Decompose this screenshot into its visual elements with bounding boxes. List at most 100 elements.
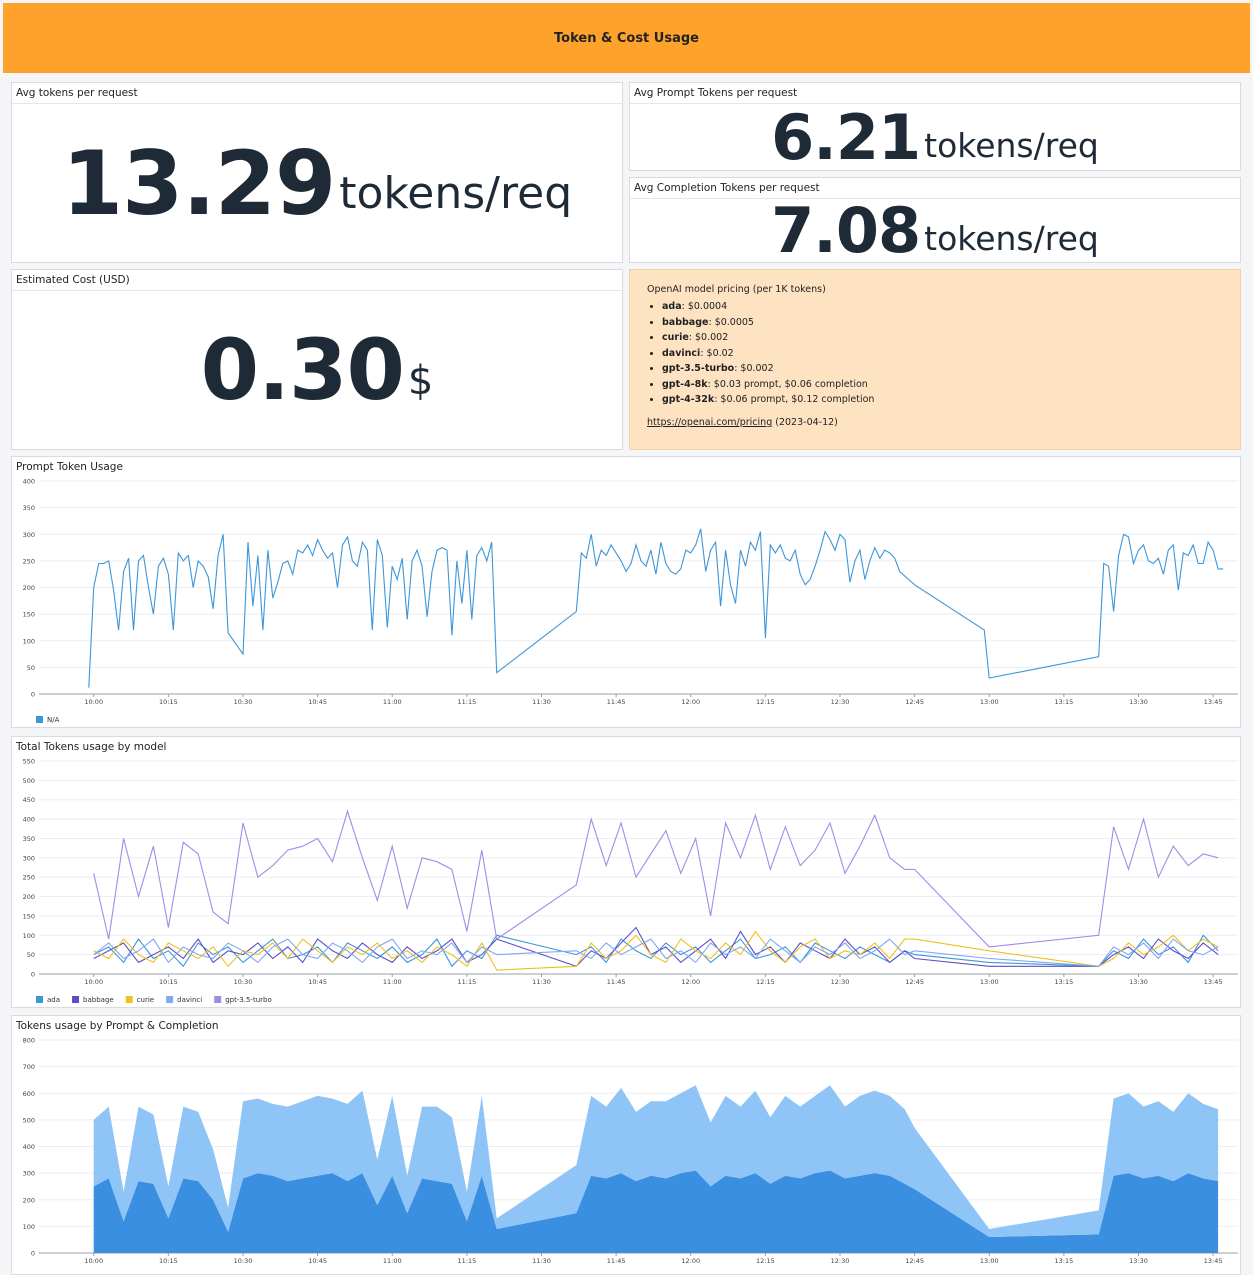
stat-unit: $ [407, 358, 434, 404]
price-item: gpt-4-8k: $0.03 prompt, $0.06 completion [662, 379, 1240, 390]
price-item: ada: $0.0004 [662, 301, 1240, 312]
price-item: curie: $0.002 [662, 332, 1240, 343]
y-tick-label: 500 [23, 1116, 35, 1124]
x-tick-label: 12:45 [905, 698, 924, 706]
x-tick-label: 11:00 [383, 1257, 402, 1265]
x-tick-label: 13:45 [1204, 698, 1223, 706]
stat-value: 7.08 [771, 194, 921, 267]
legend-label: davinci [177, 996, 202, 1004]
chart-panel: Total Tokens usage by model 0 50 100 150 200 2… [11, 736, 1241, 1008]
x-tick-label: 10:45 [308, 698, 327, 706]
price-item: gpt-4-32k: $0.06 prompt, $0.12 completio… [662, 394, 1240, 405]
x-tick-label: 12:30 [831, 698, 850, 706]
x-tick-label: 13:15 [1055, 978, 1074, 986]
x-tick-label: 11:00 [383, 978, 402, 986]
series-area [93, 1170, 1219, 1253]
price-item: babbage: $0.0005 [662, 317, 1240, 328]
price-item: gpt-3.5-turbo: $0.002 [662, 363, 1240, 374]
x-tick-label: 13:30 [1129, 978, 1148, 986]
x-tick-label: 12:00 [681, 978, 700, 986]
x-tick-label: 11:45 [607, 1257, 626, 1265]
y-tick-label: 0 [31, 1250, 35, 1258]
y-tick-label: 0 [31, 971, 35, 979]
legend-swatch [36, 996, 43, 1003]
x-tick-label: 11:30 [532, 1257, 551, 1265]
y-tick-label: 350 [23, 835, 35, 843]
x-tick-label: 11:30 [532, 978, 551, 986]
legend-label: N/A [47, 716, 60, 724]
series-line [93, 926, 1219, 967]
stat-panel: Avg tokens per request 13.29 tokens/req [11, 82, 623, 263]
panel-title: Estimated Cost (USD) [16, 274, 130, 286]
x-tick-label: 12:45 [905, 978, 924, 986]
panel-title: Avg Completion Tokens per request [634, 182, 820, 194]
x-tick-label: 10:30 [234, 978, 253, 986]
chart: 0 100 200 300 400 500 600 700 800 10:00 10:15 10:30… [23, 1037, 1238, 1265]
y-tick-label: 100 [23, 637, 35, 645]
chart-title: Total Tokens usage by model [16, 741, 167, 753]
x-tick-label: 13:30 [1129, 698, 1148, 706]
series-line [88, 528, 1224, 688]
note-heading: OpenAI model pricing (per 1K tokens) [647, 284, 826, 295]
x-tick-label: 10:30 [234, 698, 253, 706]
x-tick-label: 13:45 [1204, 978, 1223, 986]
stat-panel: Estimated Cost (USD) 0.30 $ [11, 269, 623, 450]
x-tick-label: 10:30 [234, 1257, 253, 1265]
legend-label: ada [47, 996, 60, 1004]
y-tick-label: 450 [23, 796, 35, 804]
x-tick-label: 11:45 [607, 698, 626, 706]
chart-panel: Tokens usage by Prompt & Completion 0 100 2… [11, 1015, 1241, 1275]
x-tick-label: 13:00 [980, 1257, 999, 1265]
model: davinci [662, 347, 701, 359]
chart-title: Tokens usage by Prompt & Completion [16, 1020, 219, 1032]
series-line [93, 809, 1219, 948]
x-tick-label: 13:15 [1055, 698, 1074, 706]
panel-title: Avg tokens per request [16, 87, 138, 99]
x-tick-label: 11:15 [457, 1257, 476, 1265]
y-tick-label: 400 [23, 816, 35, 824]
x-tick-label: 12:00 [681, 698, 700, 706]
legend-swatch [166, 996, 174, 1003]
chart: 0 50 100 150 200 250 300 350 400 450 500 550 10:00 10… [23, 758, 1238, 1004]
y-tick-label: 150 [23, 611, 35, 619]
stat-unit: tokens/req [924, 125, 1099, 165]
y-tick-label: 250 [23, 557, 35, 565]
x-tick-label: 10:15 [159, 1257, 178, 1265]
x-tick-label: 10:15 [159, 698, 178, 706]
price: : $0.002 [734, 363, 774, 374]
x-tick-label: 12:15 [756, 1257, 775, 1265]
price: : $0.0005 [708, 316, 754, 328]
y-tick-label: 0 [31, 691, 35, 699]
y-tick-label: 400 [23, 478, 35, 486]
series-area [93, 1085, 1219, 1237]
x-tick-label: 11:00 [383, 698, 402, 706]
y-tick-label: 600 [23, 1090, 35, 1098]
x-tick-label: 10:45 [308, 978, 327, 986]
stat-panel: Avg Prompt Tokens per request 6.21 tokens… [629, 82, 1241, 174]
y-tick-label: 300 [23, 1170, 35, 1178]
legend-label: gpt-3.5-turbo [225, 996, 272, 1004]
legend-label: babbage [83, 996, 114, 1004]
y-tick-label: 200 [23, 1196, 35, 1204]
model: ada [662, 301, 682, 312]
x-tick-label: 13:30 [1129, 1257, 1148, 1265]
series-line [93, 938, 1219, 967]
x-tick-label: 12:15 [756, 698, 775, 706]
x-tick-label: 10:00 [84, 698, 103, 706]
y-tick-label: 200 [23, 584, 35, 592]
y-tick-label: 800 [23, 1037, 35, 1045]
x-tick-label: 11:30 [532, 698, 551, 706]
pricing-note: OpenAI model pricing (per 1K tokens) ada… [629, 269, 1241, 450]
stat-unit: tokens/req [339, 167, 573, 219]
stat-value: 13.29 [61, 131, 336, 235]
x-tick-label: 11:15 [457, 978, 476, 986]
y-tick-label: 350 [23, 504, 35, 512]
model: curie [662, 332, 689, 343]
price: : $0.06 prompt, $0.12 completion [714, 394, 875, 405]
legend-swatch [214, 996, 222, 1003]
y-tick-label: 300 [23, 854, 35, 862]
price: : $0.0004 [681, 301, 728, 312]
pricing-date: (2023-04-12) [772, 417, 838, 428]
price-item: davinci: $0.02 [662, 348, 1240, 359]
pricing-link[interactable]: https://openai.com/pricing [647, 417, 773, 428]
